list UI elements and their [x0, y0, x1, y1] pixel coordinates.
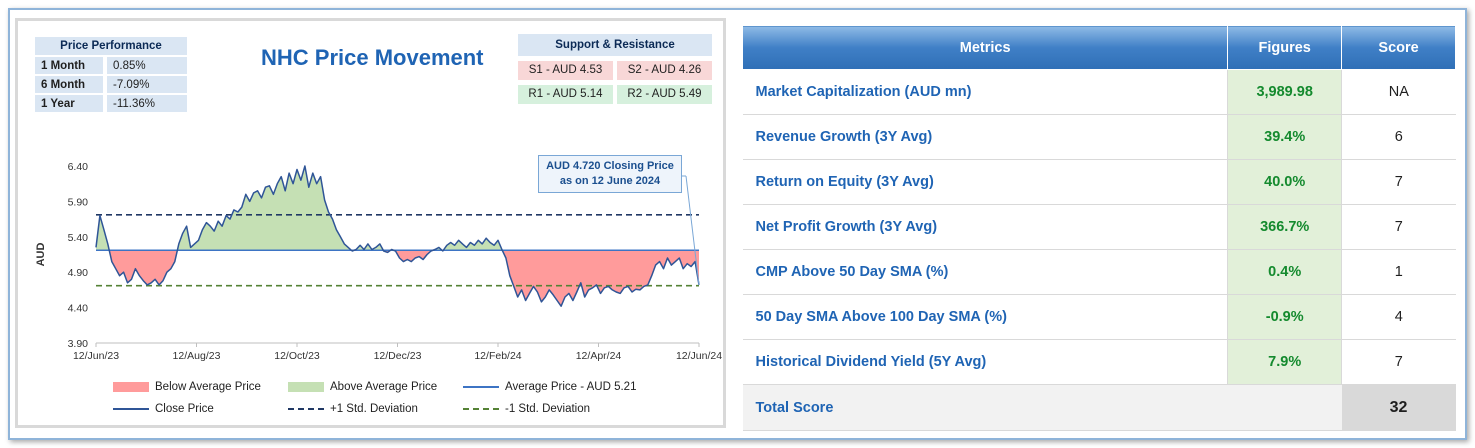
chart-legend: Below Average Price Above Average Price …	[113, 376, 723, 420]
table-row: Market Capitalization (AUD mn) 3,989.98 NA	[742, 69, 1456, 115]
total-score-label: Total Score	[742, 384, 1342, 431]
callout-line-2: as on 12 June 2024	[559, 175, 661, 187]
table-row: Net Profit Growth (3Y Avg) 366.7% 7	[742, 204, 1456, 250]
metric-figure: 0.4%	[1227, 249, 1343, 295]
metric-name: Market Capitalization (AUD mn)	[742, 69, 1228, 115]
y-tick-label: 3.90	[68, 338, 89, 350]
close-price-line	[95, 165, 700, 307]
metric-name: 50 Day SMA Above 100 Day SMA (%)	[742, 294, 1228, 340]
support-2: S2 - AUD 4.26	[617, 61, 712, 80]
legend-label: Close Price	[155, 403, 214, 415]
metric-figure: 366.7%	[1227, 204, 1343, 250]
below-average-area	[96, 250, 699, 307]
legend-swatch	[463, 408, 499, 410]
figures-header: Figures	[1227, 25, 1343, 70]
price-chart-panel: Price Performance 1 Month 0.85% 6 Month -7…	[15, 18, 726, 428]
metric-score: NA	[1341, 69, 1456, 115]
x-tick-label: 12/Jun/23	[73, 350, 119, 362]
metric-figure: 40.0%	[1227, 159, 1343, 205]
metric-name: Net Profit Growth (3Y Avg)	[742, 204, 1228, 250]
metric-score: 7	[1341, 339, 1456, 385]
legend-swatch	[463, 386, 499, 388]
performance-value: 0.85%	[107, 57, 187, 74]
legend-average-price: Average Price - AUD 5.21	[463, 381, 703, 393]
callout-leader	[685, 175, 700, 286]
metric-score: 4	[1341, 294, 1456, 340]
legend-swatch	[113, 382, 149, 392]
legend-minus-sd: -1 Std. Deviation	[463, 403, 703, 415]
performance-label: 1 Month	[35, 57, 103, 74]
metric-name: CMP Above 50 Day SMA (%)	[742, 249, 1228, 295]
legend-swatch	[288, 382, 324, 392]
y-tick-label: 5.90	[68, 196, 89, 208]
support-resistance-box: Support & Resistance S1 - AUD 4.53 S2 - …	[518, 34, 712, 104]
metric-figure: 7.9%	[1227, 339, 1343, 385]
metric-figure: 39.4%	[1227, 114, 1343, 160]
x-tick-label: 12/Feb/24	[474, 350, 521, 362]
y-tick-label: 4.90	[68, 267, 89, 279]
total-score-value: 32	[1341, 384, 1456, 431]
price-chart: 3.90 4.40 4.90 5.40 5.90 6.40 AUD 12/Jun/23 12/A…	[35, 161, 722, 362]
callout-line-1: AUD 4.720 Closing Price	[546, 160, 674, 172]
legend-label: -1 Std. Deviation	[505, 403, 591, 415]
legend-swatch	[288, 408, 324, 410]
score-header: Score	[1341, 25, 1456, 70]
x-tick-label: 12/Jun/24	[676, 350, 722, 362]
metric-score: 6	[1341, 114, 1456, 160]
table-row: Revenue Growth (3Y Avg) 39.4% 6	[742, 114, 1456, 160]
performance-header: Price Performance	[35, 37, 187, 55]
metric-figure: -0.9%	[1227, 294, 1343, 340]
closing-price-callout: AUD 4.720 Closing Price as on 12 June 20…	[538, 155, 682, 193]
x-tick-label: 12/Oct/23	[274, 350, 320, 362]
performance-value: -7.09%	[107, 76, 187, 93]
resistance-1: R1 - AUD 5.14	[518, 85, 613, 104]
metrics-table: Metrics Figures Score Market Capitalizat…	[741, 25, 1456, 431]
legend-label: Below Average Price	[155, 381, 261, 393]
legend-label: Average Price - AUD 5.21	[505, 381, 637, 393]
metric-figure: 3,989.98	[1227, 69, 1343, 115]
x-tick-label: 12/Dec/23	[374, 350, 422, 362]
legend-above-average: Above Average Price	[288, 381, 463, 393]
x-tick-label: 12/Apr/24	[576, 350, 622, 362]
y-tick-label: 6.40	[68, 161, 89, 173]
performance-value: -11.36%	[107, 95, 187, 112]
table-row: Return on Equity (3Y Avg) 40.0% 7	[742, 159, 1456, 205]
price-performance-table: Price Performance 1 Month 0.85% 6 Month -7…	[35, 35, 187, 114]
y-tick-label: 4.40	[68, 303, 89, 315]
legend-swatch	[113, 408, 149, 410]
table-row: Historical Dividend Yield (5Y Avg) 7.9% 7	[742, 339, 1456, 385]
legend-plus-sd: +1 Std. Deviation	[288, 403, 463, 415]
y-tick-label: 5.40	[68, 232, 89, 244]
legend-below-average: Below Average Price	[113, 381, 288, 393]
metric-name: Historical Dividend Yield (5Y Avg)	[742, 339, 1228, 385]
y-axis-label: AUD	[35, 243, 47, 267]
table-row: CMP Above 50 Day SMA (%) 0.4% 1	[742, 249, 1456, 295]
metric-score: 7	[1341, 159, 1456, 205]
performance-label: 1 Year	[35, 95, 103, 112]
above-average-area	[96, 166, 503, 251]
metric-score: 1	[1341, 249, 1456, 295]
legend-label: Above Average Price	[330, 381, 438, 393]
support-1: S1 - AUD 4.53	[518, 61, 613, 80]
x-tick-label: 12/Aug/23	[173, 350, 221, 362]
chart-title: NHC Price Movement	[261, 45, 484, 70]
total-row: Total Score 32	[742, 384, 1456, 431]
resistance-2: R2 - AUD 5.49	[617, 85, 712, 104]
metric-score: 7	[1341, 204, 1456, 250]
legend-label: +1 Std. Deviation	[330, 403, 418, 415]
support-resistance-header: Support & Resistance	[518, 34, 712, 56]
metric-name: Return on Equity (3Y Avg)	[742, 159, 1228, 205]
metrics-header: Metrics	[741, 25, 1229, 70]
performance-label: 6 Month	[35, 76, 103, 93]
legend-close-price: Close Price	[113, 403, 288, 415]
metric-name: Revenue Growth (3Y Avg)	[742, 114, 1228, 160]
table-row: 50 Day SMA Above 100 Day SMA (%) -0.9% 4	[742, 294, 1456, 340]
